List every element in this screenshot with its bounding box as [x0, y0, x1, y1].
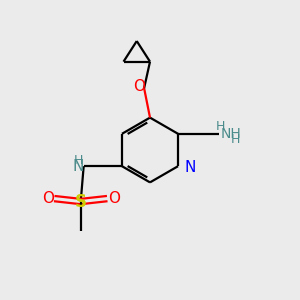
Text: O: O [42, 191, 54, 206]
Text: N: N [73, 159, 84, 174]
Text: H: H [216, 120, 225, 133]
Text: O: O [133, 79, 145, 94]
Text: S: S [75, 193, 87, 211]
Text: NH: NH [221, 127, 242, 141]
Text: O: O [108, 191, 120, 206]
Text: N: N [184, 160, 196, 175]
Text: H: H [74, 154, 83, 167]
Text: H: H [231, 133, 240, 146]
